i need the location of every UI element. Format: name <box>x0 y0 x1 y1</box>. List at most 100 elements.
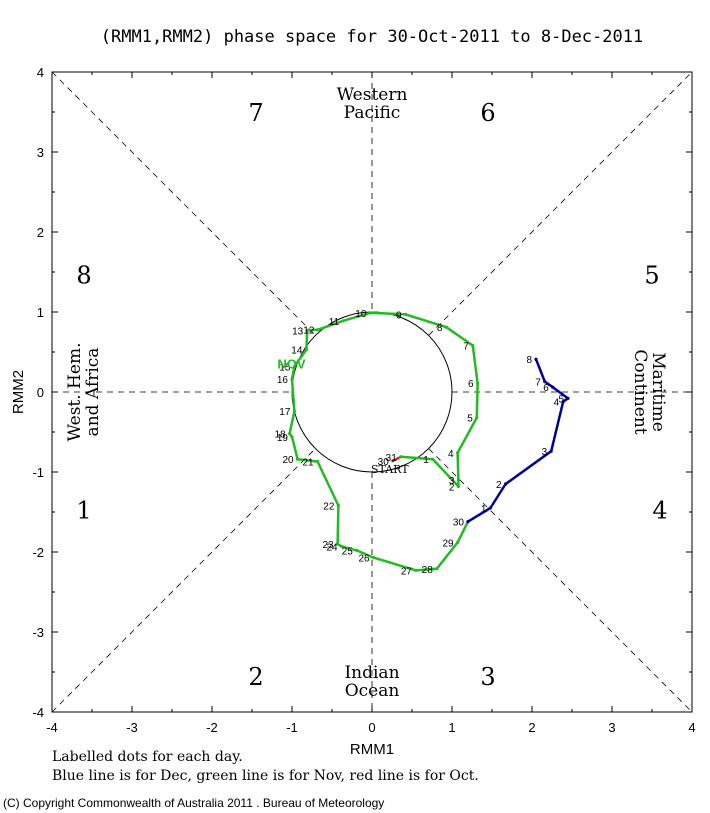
day-label: 29 <box>442 538 454 549</box>
day-point <box>456 484 460 488</box>
divider-se <box>428 448 693 713</box>
y-tick-label: 0 <box>37 385 44 400</box>
day-label: 1 <box>423 455 429 466</box>
y-tick-label: 3 <box>37 145 44 160</box>
divider-sw <box>51 448 316 713</box>
region-label-top: Western <box>337 85 408 105</box>
x-tick-label: 3 <box>608 720 615 735</box>
day-point <box>316 328 320 332</box>
day-label: 4 <box>448 449 454 460</box>
day-label: 2 <box>496 480 502 491</box>
month-label-nov: NOV <box>277 356 306 371</box>
region-label-right: Maritime <box>648 352 668 432</box>
y-tick-label: -1 <box>32 465 44 480</box>
y-tick-label: 4 <box>37 65 44 80</box>
day-label: 19 <box>277 433 289 444</box>
day-point <box>414 568 418 573</box>
phase-number: 5 <box>644 261 659 289</box>
y-axis-label: RMM2 <box>10 370 27 414</box>
series-line-nov <box>288 311 479 572</box>
day-point <box>566 396 570 400</box>
day-point <box>290 435 294 439</box>
phase-number: 4 <box>652 497 667 525</box>
day-label: 5 <box>467 414 473 425</box>
start-label: START <box>371 463 409 476</box>
day-label: 11 <box>329 317 340 328</box>
day-point <box>304 348 308 352</box>
day-label: 28 <box>422 565 434 576</box>
divider-nw <box>51 71 316 336</box>
region-label-left: West. Hem. <box>65 343 85 442</box>
day-point <box>341 319 345 323</box>
day-point <box>534 357 538 361</box>
day-point <box>435 567 439 571</box>
day-label: 12 <box>303 326 315 337</box>
day-point <box>471 344 475 348</box>
x-tick-label: 2 <box>528 720 535 735</box>
day-label: 30 <box>453 518 465 529</box>
x-tick-label: -4 <box>46 720 58 735</box>
day-label: 4 <box>554 398 560 409</box>
region-label-bottom: Ocean <box>345 681 400 701</box>
day-label: 21 <box>302 458 314 469</box>
x-tick-label: -3 <box>126 720 138 735</box>
day-point <box>543 380 547 384</box>
day-point <box>305 328 309 332</box>
unit-amplitude-circle <box>291 311 453 473</box>
day-point <box>504 482 508 486</box>
series-line-dec <box>467 358 570 523</box>
day-label: 8 <box>437 323 443 334</box>
day-label: 27 <box>401 566 413 577</box>
day-label: 24 <box>326 542 338 553</box>
x-axis-label: RMM1 <box>350 741 394 758</box>
region-label-bottom: Indian <box>344 663 399 683</box>
phase-number: 1 <box>76 497 91 525</box>
day-label: 7 <box>535 378 541 389</box>
day-label: 18 <box>274 430 286 441</box>
day-label: 14 <box>291 346 303 357</box>
day-label: 22 <box>323 502 335 513</box>
day-point <box>488 506 492 510</box>
note-line-1: Labelled dots for each day. <box>52 749 243 765</box>
day-label: 5 <box>558 394 564 405</box>
note-line-2: Blue line is for Dec, green line is for … <box>52 768 479 784</box>
day-point <box>290 377 294 381</box>
day-point <box>444 325 448 329</box>
day-point <box>292 409 296 413</box>
day-label: 6 <box>543 383 549 394</box>
day-label: 25 <box>342 546 354 557</box>
day-point <box>475 416 479 420</box>
day-label: 16 <box>277 375 289 386</box>
copyright-text: (C) Copyright Commonwealth of Australia … <box>3 796 384 810</box>
trajectory-series <box>288 311 570 573</box>
day-point <box>391 459 395 463</box>
day-label: 3 <box>449 476 455 487</box>
phase-number: 7 <box>248 99 263 127</box>
chart-title: (RMM1,RMM2) phase space for 30-Oct-2011 … <box>101 27 643 47</box>
day-point <box>549 449 553 453</box>
day-label: 31 <box>386 453 398 464</box>
day-label: 1 <box>481 504 487 515</box>
divider-ne <box>428 71 693 336</box>
day-label: 10 <box>355 309 367 320</box>
day-label: 17 <box>279 407 291 418</box>
day-point <box>368 311 372 315</box>
day-point <box>292 364 296 368</box>
phase-number: 3 <box>480 663 495 691</box>
diagonal-phase-dividers <box>51 71 693 713</box>
y-tick-label: 2 <box>37 225 44 240</box>
day-label: 15 <box>279 362 291 373</box>
y-tick-label: 1 <box>37 305 44 320</box>
x-tick-label: 0 <box>368 720 375 735</box>
day-point <box>561 400 565 404</box>
day-point <box>456 478 460 482</box>
day-point <box>399 455 403 459</box>
day-point <box>296 457 300 461</box>
y-tick-label: -2 <box>32 545 44 560</box>
day-point <box>340 544 344 549</box>
day-point <box>372 556 376 560</box>
